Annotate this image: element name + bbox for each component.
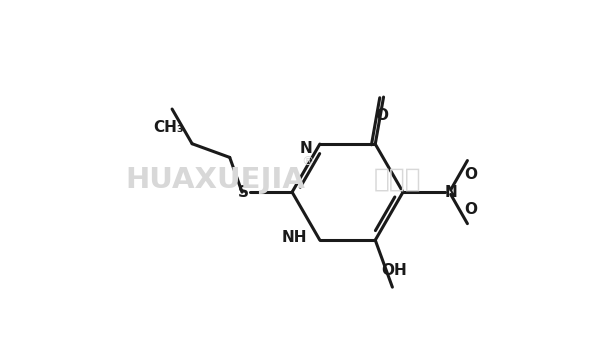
Text: 化学加: 化学加 — [374, 167, 421, 193]
Text: O: O — [464, 167, 477, 182]
Text: S: S — [238, 185, 249, 200]
Text: O: O — [464, 203, 477, 218]
Text: HUAXUEJIA: HUAXUEJIA — [125, 166, 305, 194]
Text: ®: ® — [301, 156, 314, 168]
Text: OH: OH — [381, 263, 407, 278]
Text: N: N — [445, 185, 458, 200]
Text: N: N — [299, 141, 312, 156]
Text: CH₃: CH₃ — [154, 120, 184, 135]
Text: NH: NH — [282, 230, 308, 245]
Text: O: O — [376, 108, 389, 123]
